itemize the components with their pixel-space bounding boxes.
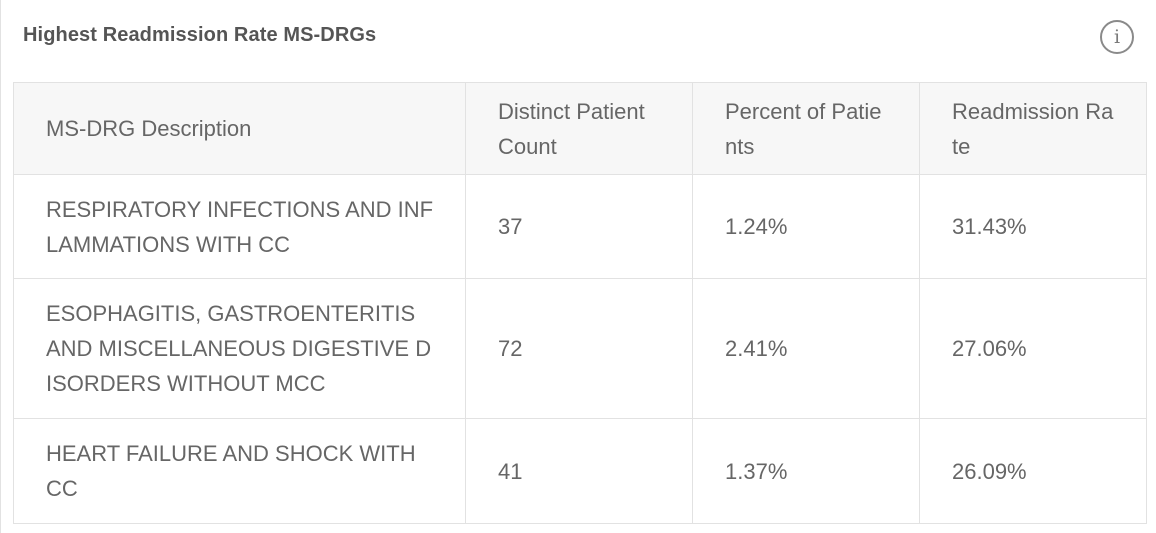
header-percent-patients[interactable]: Percent of Patients bbox=[692, 82, 920, 175]
readmission-table: MS-DRG Description Distinct Patient Coun… bbox=[13, 82, 1147, 524]
cell-patient-count: 72 bbox=[465, 278, 693, 419]
cell-patient-count: 41 bbox=[465, 418, 693, 524]
cell-description: HEART FAILURE AND SHOCK WITH CC bbox=[13, 418, 466, 524]
cell-description: ESOPHAGITIS, GASTROENTERITIS AND MISCELL… bbox=[13, 278, 466, 419]
table-row: ESOPHAGITIS, GASTROENTERITIS AND MISCELL… bbox=[13, 278, 1147, 419]
table-header-row: MS-DRG Description Distinct Patient Coun… bbox=[13, 82, 1147, 175]
header-readmission-rate[interactable]: Readmission Rate bbox=[919, 82, 1147, 175]
header-description[interactable]: MS-DRG Description bbox=[13, 82, 466, 175]
cell-readmission-rate: 31.43% bbox=[919, 174, 1147, 279]
card-title: Highest Readmission Rate MS-DRGs bbox=[23, 24, 377, 46]
cell-percent-patients: 2.41% bbox=[692, 278, 920, 419]
cell-patient-count: 37 bbox=[465, 174, 693, 279]
cell-percent-patients: 1.37% bbox=[692, 418, 920, 524]
header-patient-count[interactable]: Distinct Patient Count bbox=[465, 82, 693, 175]
cell-readmission-rate: 27.06% bbox=[919, 278, 1147, 419]
info-icon-glyph: i bbox=[1113, 25, 1121, 48]
table-row: RESPIRATORY INFECTIONS AND INFLAMMATIONS… bbox=[13, 174, 1147, 279]
cell-readmission-rate: 26.09% bbox=[919, 418, 1147, 524]
cell-percent-patients: 1.24% bbox=[692, 174, 920, 279]
cell-description: RESPIRATORY INFECTIONS AND INFLAMMATIONS… bbox=[13, 174, 466, 279]
info-icon[interactable]: i bbox=[1100, 20, 1134, 54]
table-row: HEART FAILURE AND SHOCK WITH CC 41 1.37%… bbox=[13, 418, 1147, 524]
